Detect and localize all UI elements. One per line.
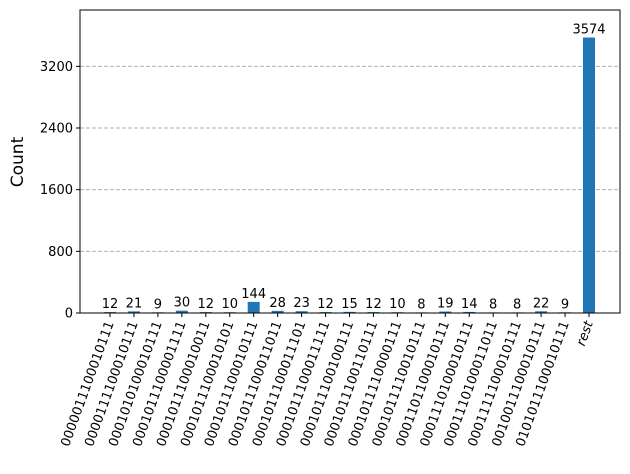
bar-value-label: 3574 bbox=[572, 23, 605, 38]
bar-value-label: 9 bbox=[154, 297, 162, 312]
bar-value-label: 10 bbox=[389, 297, 406, 312]
bar bbox=[175, 310, 188, 313]
bar-value-label: 8 bbox=[513, 297, 521, 312]
x-tick-label: rest bbox=[574, 318, 597, 348]
bar bbox=[127, 311, 140, 313]
y-tick-label: 3200 bbox=[40, 60, 73, 75]
bar-value-label: 12 bbox=[198, 297, 215, 312]
bar-value-label: 28 bbox=[269, 296, 286, 311]
y-tick-label: 800 bbox=[48, 245, 73, 260]
y-tick-label: 1600 bbox=[40, 183, 73, 198]
bar bbox=[439, 311, 452, 313]
bar-value-label: 10 bbox=[221, 297, 238, 312]
x-axis-ticks: 0000011100010111000011110001011100010101… bbox=[58, 313, 597, 449]
bar bbox=[463, 311, 476, 313]
bar bbox=[343, 311, 356, 313]
bar bbox=[535, 311, 548, 313]
grid-lines bbox=[80, 65, 620, 252]
bar-value-label: 22 bbox=[533, 296, 550, 311]
y-tick-label: 0 bbox=[65, 307, 73, 322]
bar-value-label: 30 bbox=[174, 296, 191, 311]
y-axis-ticks: 0 800 1600 2400 3200 bbox=[40, 60, 80, 322]
bars bbox=[104, 37, 595, 313]
bar bbox=[271, 310, 284, 313]
bar-value-label: 8 bbox=[417, 297, 425, 312]
plot-frame bbox=[79, 9, 621, 314]
bar-value-label: 12 bbox=[102, 297, 119, 312]
bar-value-label: 9 bbox=[561, 297, 569, 312]
bar-value-label: 12 bbox=[317, 297, 334, 312]
y-axis-label: Count bbox=[8, 136, 28, 187]
bar-value-label: 15 bbox=[341, 297, 358, 312]
bar-value-label: 19 bbox=[437, 297, 454, 312]
y-tick-label: 2400 bbox=[40, 122, 73, 137]
bar bbox=[247, 301, 260, 313]
bar-value-label: 12 bbox=[365, 297, 382, 312]
bar-value-label: 21 bbox=[126, 296, 143, 311]
bar-value-label: 23 bbox=[293, 296, 310, 311]
bar bbox=[583, 37, 595, 313]
bar-value-label: 8 bbox=[489, 297, 497, 312]
bar-value-label: 144 bbox=[241, 287, 266, 302]
bar-value-label: 14 bbox=[461, 297, 478, 312]
bar bbox=[295, 311, 308, 313]
